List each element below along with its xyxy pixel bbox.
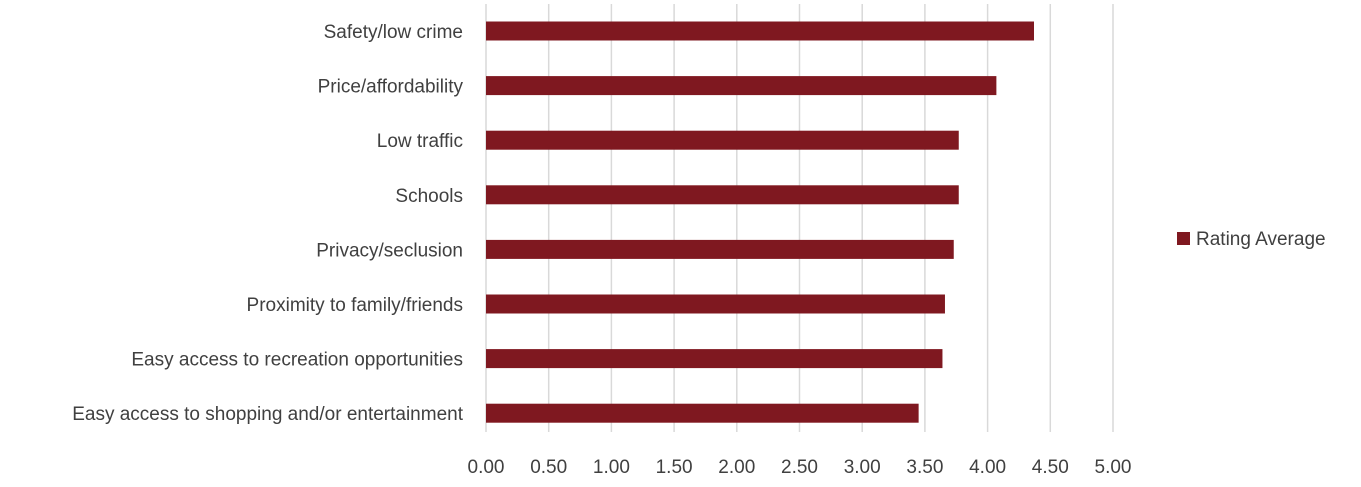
category-label: Privacy/seclusion [316, 240, 463, 261]
category-label: Proximity to family/friends [247, 295, 463, 316]
category-labels: Safety/low crime Price/affordability Low t… [72, 22, 464, 425]
bar [486, 294, 945, 314]
bar [486, 130, 959, 150]
x-tick-labels: 0.00 0.50 1.00 1.50 2.00 2.50 3.00 3.50 4.00 4.50… [468, 457, 1132, 478]
bars [486, 21, 1034, 423]
category-label: Low traffic [377, 131, 463, 152]
x-tick-label: 0.50 [530, 457, 567, 478]
category-label: Easy access to recreation opportunities [131, 350, 463, 371]
category-label: Schools [395, 186, 463, 207]
legend-label: Rating Average [1196, 229, 1326, 250]
x-tick-label: 2.00 [718, 457, 755, 478]
gridlines [485, 4, 1114, 432]
x-tick-label: 3.00 [844, 457, 881, 478]
x-tick-label: 5.00 [1095, 457, 1132, 478]
x-tick-label: 4.00 [969, 457, 1006, 478]
x-tick-label: 4.50 [1032, 457, 1069, 478]
x-tick-label: 3.50 [906, 457, 943, 478]
legend-swatch [1177, 232, 1190, 245]
bar [486, 403, 919, 423]
category-label: Price/affordability [318, 77, 464, 98]
bar [486, 349, 943, 369]
x-tick-label: 0.00 [468, 457, 505, 478]
bar [486, 239, 954, 259]
legend: Rating Average [1177, 229, 1326, 250]
category-label: Safety/low crime [324, 22, 463, 43]
x-tick-label: 2.50 [781, 457, 818, 478]
x-tick-label: 1.00 [593, 457, 630, 478]
bar [486, 185, 959, 205]
bar [486, 76, 997, 96]
x-tick-label: 1.50 [656, 457, 693, 478]
bar [486, 21, 1034, 41]
category-label: Easy access to shopping and/or entertain… [72, 404, 464, 425]
